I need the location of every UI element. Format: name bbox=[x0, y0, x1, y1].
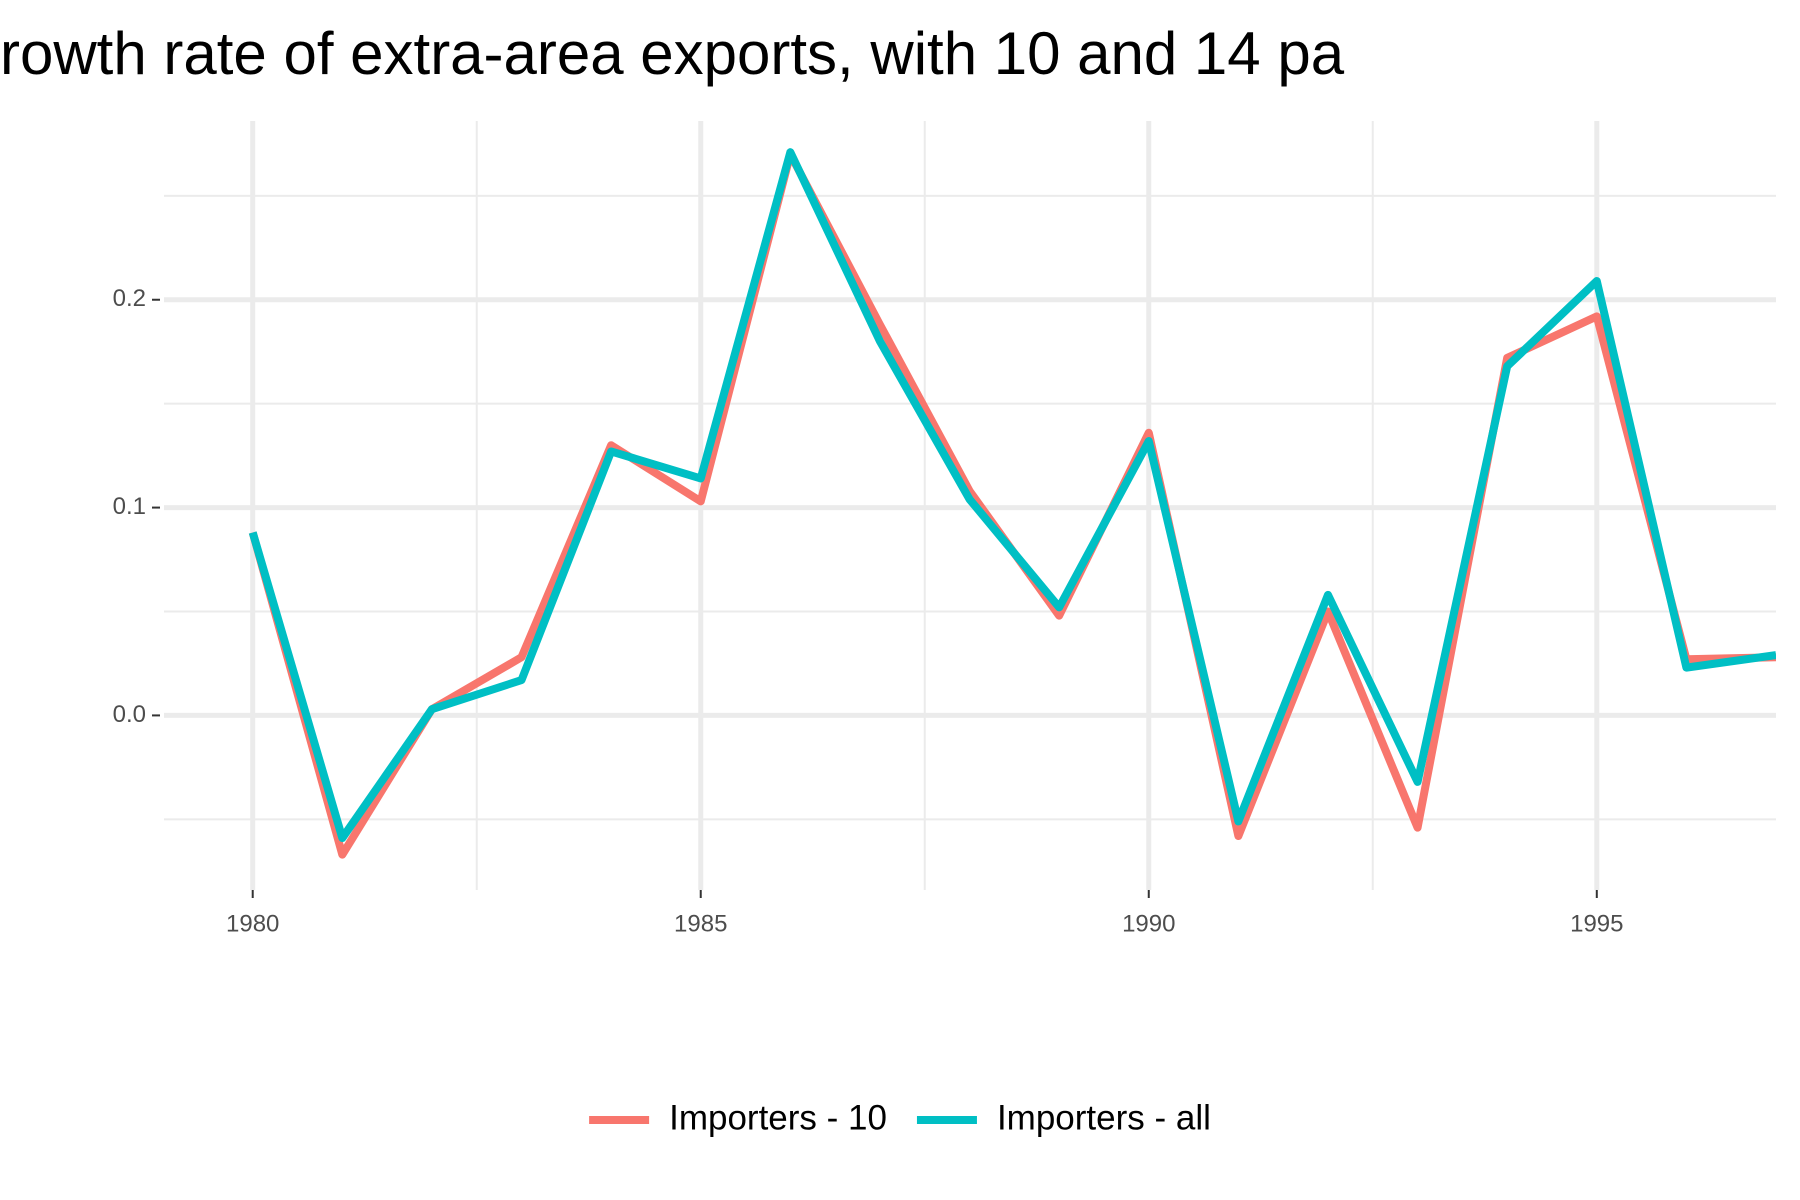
x-tick-label: 1995 bbox=[1570, 910, 1623, 937]
x-tick-label: 1980 bbox=[226, 910, 279, 937]
y-tick-label: 0.1 bbox=[113, 493, 146, 520]
legend-label: Importers - 10 bbox=[669, 1098, 887, 1137]
x-tick-label: 1985 bbox=[674, 910, 727, 937]
axes: 1980 1985 1990 1995 0.0 0.1 0.2 bbox=[113, 285, 1624, 937]
x-tick-label: 1990 bbox=[1122, 910, 1175, 937]
y-tick-label: 0.0 bbox=[113, 701, 146, 728]
legend: Importers - 10 Importers - all bbox=[589, 1098, 1211, 1137]
series-line bbox=[248, 148, 1776, 843]
series-line bbox=[248, 150, 1776, 859]
plot-lines bbox=[248, 148, 1776, 859]
chart-title: rowth rate of extra-area exports, with 1… bbox=[0, 20, 1345, 87]
y-tick-label: 0.2 bbox=[113, 285, 146, 312]
legend-label: Importers - all bbox=[997, 1098, 1211, 1137]
